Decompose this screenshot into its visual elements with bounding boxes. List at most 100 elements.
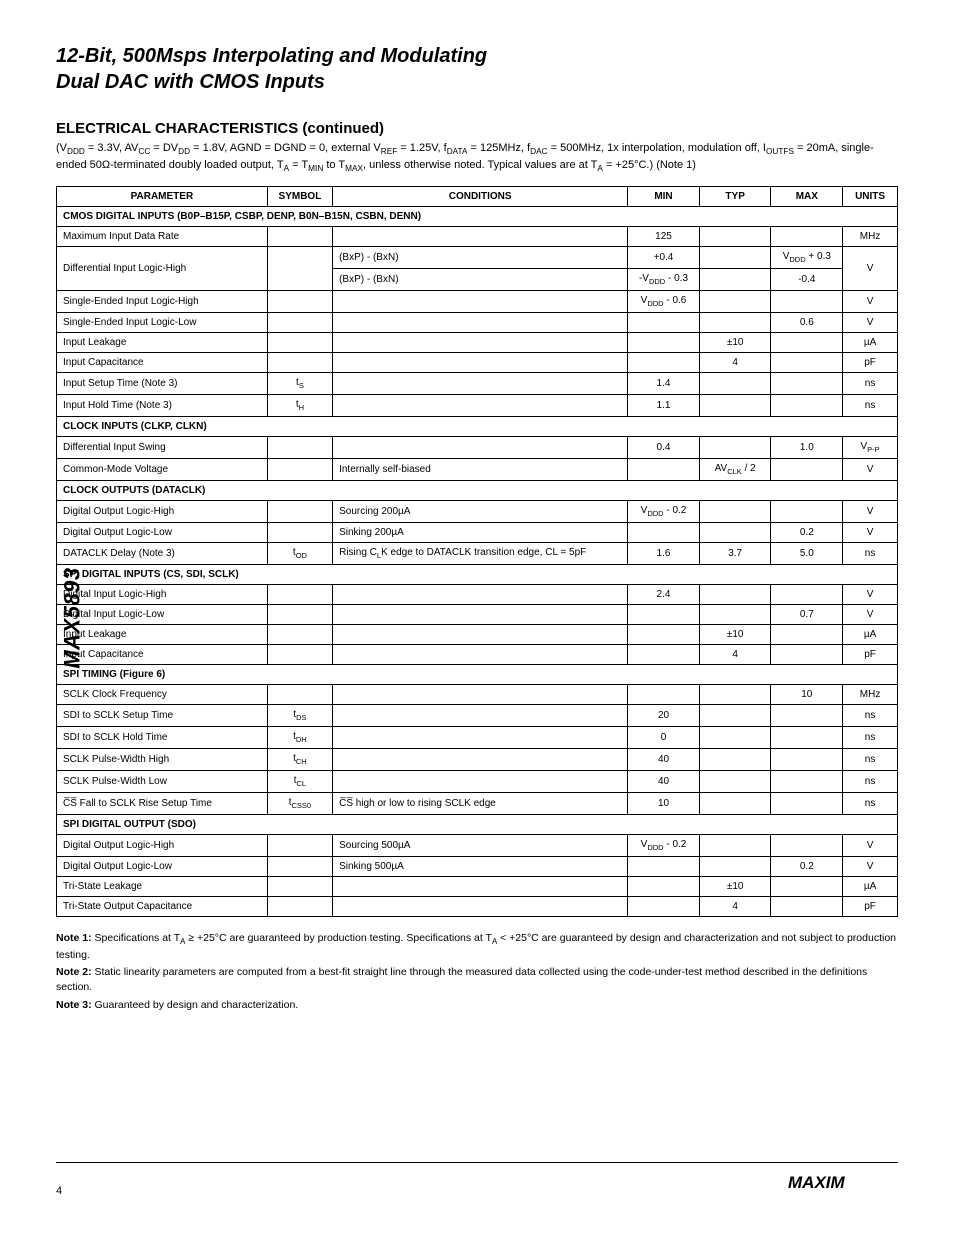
symbol-cell: tDH bbox=[267, 727, 332, 749]
conditions-cell bbox=[333, 227, 628, 247]
max-cell bbox=[771, 227, 843, 247]
page-title: 12-Bit, 500Msps Interpolating and Modula… bbox=[56, 44, 898, 94]
section-title-cell: SPI DIGITAL INPUTS (CS, SDI, SCLK) bbox=[57, 565, 898, 585]
section-conditions-note: (VDDD = 3.3V, AVCC = DVDD = 1.8V, AGND =… bbox=[56, 141, 898, 174]
table-row: Input Leakage±10µA bbox=[57, 625, 898, 645]
table-section-row: CLOCK OUTPUTS (DATACLK) bbox=[57, 481, 898, 501]
typ-cell bbox=[699, 291, 771, 313]
conditions-cell bbox=[333, 749, 628, 771]
max-cell: 0.2 bbox=[771, 857, 843, 877]
max-cell bbox=[771, 705, 843, 727]
conditions-cell bbox=[333, 333, 628, 353]
conditions-cell bbox=[333, 605, 628, 625]
typ-cell bbox=[699, 857, 771, 877]
typ-cell bbox=[699, 749, 771, 771]
typ-cell bbox=[699, 395, 771, 417]
table-section-row: SPI TIMING (Figure 6) bbox=[57, 665, 898, 685]
param-cell: SDI to SCLK Setup Time bbox=[57, 705, 268, 727]
table-row: Digital Input Logic-Low0.7V bbox=[57, 605, 898, 625]
units-cell: ns bbox=[843, 543, 898, 565]
units-cell: ns bbox=[843, 727, 898, 749]
units-cell: V bbox=[843, 523, 898, 543]
typ-cell bbox=[699, 605, 771, 625]
table-row: Differential Input Logic-High(BxP) - (Bx… bbox=[57, 247, 898, 269]
typ-cell bbox=[699, 727, 771, 749]
units-cell: ns bbox=[843, 705, 898, 727]
param-cell: Digital Output Logic-Low bbox=[57, 523, 268, 543]
col-max: MAX bbox=[771, 187, 843, 207]
units-cell: ns bbox=[843, 793, 898, 815]
max-cell: 10 bbox=[771, 685, 843, 705]
min-cell bbox=[628, 857, 700, 877]
param-cell: Input Leakage bbox=[57, 333, 268, 353]
page-footer: 4 bbox=[56, 1185, 898, 1197]
max-cell bbox=[771, 395, 843, 417]
typ-cell bbox=[699, 835, 771, 857]
min-cell: 40 bbox=[628, 749, 700, 771]
symbol-cell: tOD bbox=[267, 543, 332, 565]
min-cell: -VDDD - 0.3 bbox=[628, 269, 700, 291]
table-row: SDI to SCLK Setup TimetDS 20 ns bbox=[57, 705, 898, 727]
param-cell: SCLK Pulse-Width High bbox=[57, 749, 268, 771]
typ-cell bbox=[699, 313, 771, 333]
conditions-cell bbox=[333, 625, 628, 645]
table-section-row: SPI DIGITAL INPUTS (CS, SDI, SCLK) bbox=[57, 565, 898, 585]
table-row: Digital Output Logic-HighSourcing 500µAV… bbox=[57, 835, 898, 857]
min-cell: 125 bbox=[628, 227, 700, 247]
table-row: Input Setup Time (Note 3)tS1.4ns bbox=[57, 373, 898, 395]
section-title-cell: CLOCK INPUTS (CLKP, CLKN) bbox=[57, 417, 898, 437]
units-cell: VP-P bbox=[843, 437, 898, 459]
max-cell bbox=[771, 727, 843, 749]
table-row: DATACLK Delay (Note 3)tODRising CLK edge… bbox=[57, 543, 898, 565]
units-cell: MHz bbox=[843, 685, 898, 705]
max-cell bbox=[771, 585, 843, 605]
param-cell: Digital Input Logic-Low bbox=[57, 605, 268, 625]
min-cell bbox=[628, 605, 700, 625]
conditions-cell bbox=[333, 645, 628, 665]
symbol-cell bbox=[267, 685, 332, 705]
table-header-row: PARAMETER SYMBOL CONDITIONS MIN TYP MAX … bbox=[57, 187, 898, 207]
min-cell: 1.4 bbox=[628, 373, 700, 395]
conditions-cell: (BxP) - (BxN) bbox=[333, 269, 628, 291]
param-cell: Input Hold Time (Note 3) bbox=[57, 395, 268, 417]
conditions-cell: Sinking 200µA bbox=[333, 523, 628, 543]
min-cell: 40 bbox=[628, 771, 700, 793]
conditions-cell bbox=[333, 437, 628, 459]
symbol-cell bbox=[267, 291, 332, 313]
param-cell: Maximum Input Data Rate bbox=[57, 227, 268, 247]
typ-cell bbox=[699, 373, 771, 395]
symbol-cell: tCH bbox=[267, 749, 332, 771]
units-cell: V bbox=[843, 605, 898, 625]
symbol-cell bbox=[267, 897, 332, 917]
min-cell bbox=[628, 625, 700, 645]
param-cell: SCLK Clock Frequency bbox=[57, 685, 268, 705]
max-cell: 5.0 bbox=[771, 543, 843, 565]
max-cell bbox=[771, 793, 843, 815]
symbol-cell: tCL bbox=[267, 771, 332, 793]
max-cell: 0.2 bbox=[771, 523, 843, 543]
conditions-cell: Sourcing 200µA bbox=[333, 501, 628, 523]
table-row: Single-Ended Input Logic-Low0.6V bbox=[57, 313, 898, 333]
param-cell: Digital Output Logic-High bbox=[57, 501, 268, 523]
symbol-cell bbox=[267, 625, 332, 645]
min-cell bbox=[628, 459, 700, 481]
section-title-cell: CMOS DIGITAL INPUTS (B0P–B15P, CSBP, DEN… bbox=[57, 207, 898, 227]
min-cell: 20 bbox=[628, 705, 700, 727]
units-cell: ns bbox=[843, 373, 898, 395]
conditions-cell bbox=[333, 897, 628, 917]
footer-rule bbox=[56, 1162, 898, 1163]
table-row: Digital Output Logic-HighSourcing 200µAV… bbox=[57, 501, 898, 523]
conditions-cell: C̅S̅ high or low to rising SCLK edge bbox=[333, 793, 628, 815]
param-cell: Single-Ended Input Logic-Low bbox=[57, 313, 268, 333]
col-conditions: CONDITIONS bbox=[333, 187, 628, 207]
note-line: Note 2: Static linearity parameters are … bbox=[56, 965, 898, 995]
units-cell: V bbox=[843, 585, 898, 605]
table-row: Maximum Input Data Rate125MHz bbox=[57, 227, 898, 247]
note-line: Note 3: Guaranteed by design and charact… bbox=[56, 998, 898, 1013]
conditions-cell bbox=[333, 291, 628, 313]
table-row: Digital Output Logic-LowSinking 500µA0.2… bbox=[57, 857, 898, 877]
symbol-cell: tDS bbox=[267, 705, 332, 727]
title-line-2: Dual DAC with CMOS Inputs bbox=[56, 70, 898, 94]
conditions-cell bbox=[333, 685, 628, 705]
typ-cell bbox=[699, 523, 771, 543]
